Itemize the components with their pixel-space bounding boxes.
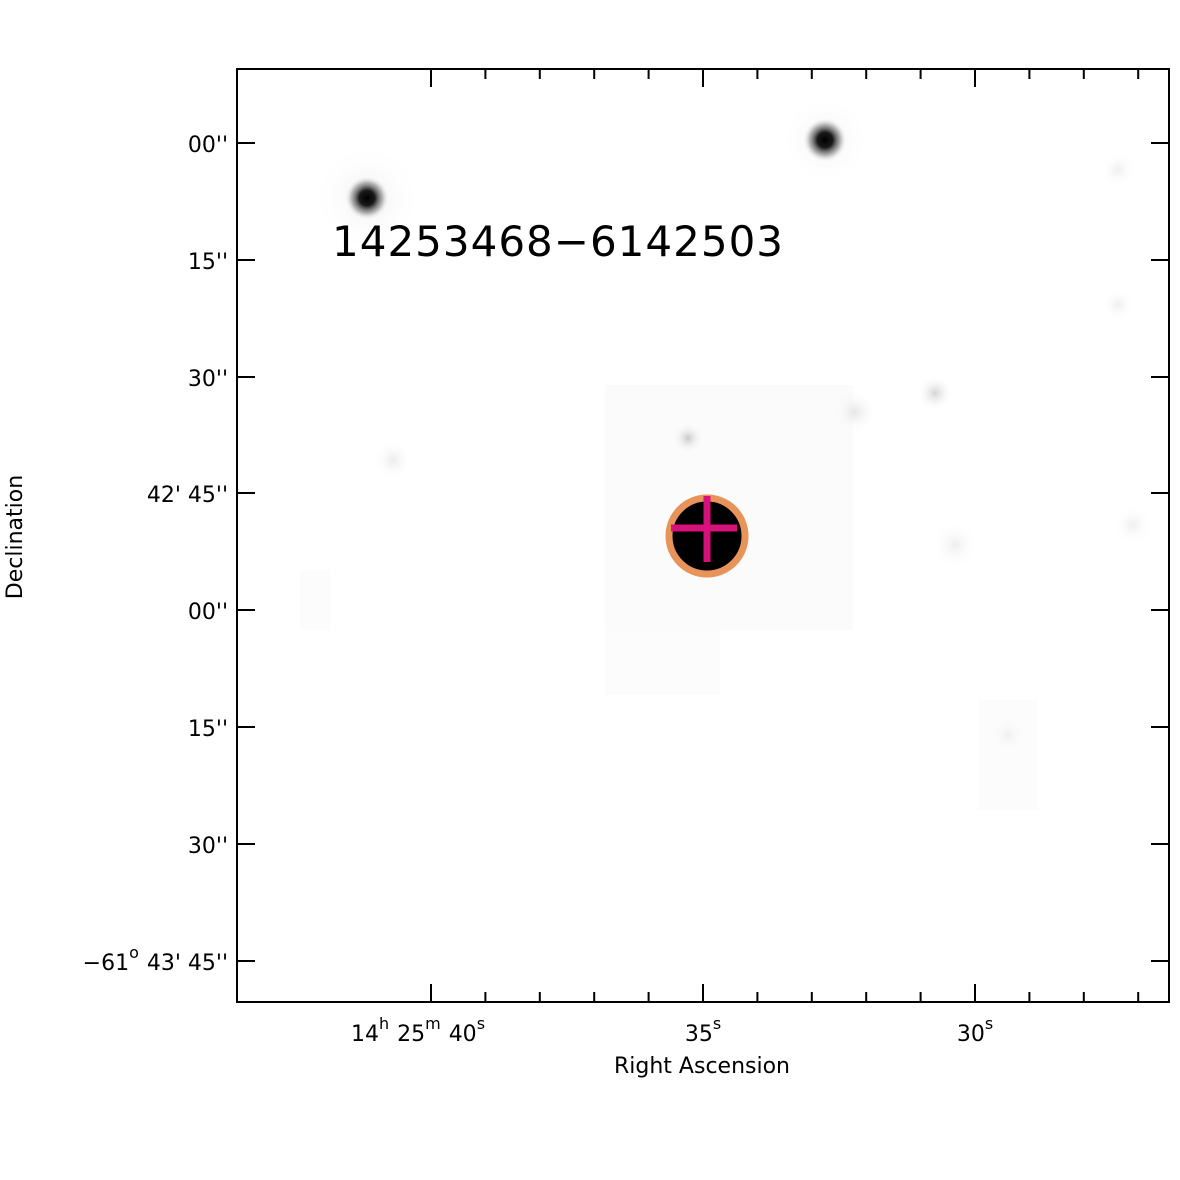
y-tick-labels: 00'' 15'' 30'' 42' 45'' 00'' 15'' 30'' −…	[83, 133, 228, 976]
y-tick-label: 15''	[188, 717, 228, 742]
y-tick-label-last: −61o 43' 45''	[83, 943, 228, 976]
faint-star	[1113, 505, 1153, 545]
y-tick-label: 00''	[188, 133, 228, 158]
sky-image: 14253468−6142503	[237, 69, 1169, 1002]
faint-star	[931, 521, 979, 569]
y-tick-label: 15''	[188, 250, 228, 275]
faint-star	[1100, 152, 1136, 188]
y-tick-label: 42' 45''	[147, 483, 228, 508]
faint-star	[917, 375, 953, 411]
source-id-label: 14253468−6142503	[332, 217, 784, 266]
faint-star	[833, 390, 877, 434]
faint-star	[373, 440, 413, 480]
y-tick-label: 30''	[188, 834, 228, 859]
axis-ticks	[237, 69, 1169, 1002]
star	[803, 118, 847, 162]
x-tick-labels: 14h 25m 40s 35s 30s	[351, 1014, 993, 1047]
faint-star	[672, 422, 704, 454]
image-patch	[605, 630, 720, 695]
x-tick-label: 35s	[685, 1014, 721, 1047]
x-tick-label: 30s	[957, 1014, 993, 1047]
y-tick-label: 00''	[188, 600, 228, 625]
image-patch	[978, 700, 1038, 810]
image-patch	[300, 570, 330, 630]
y-tick-label: 30''	[188, 367, 228, 392]
x-tick-label-first: 14h 25m 40s	[351, 1014, 485, 1047]
y-axis-title: Declination	[3, 475, 28, 599]
faint-star	[1102, 289, 1134, 321]
star	[345, 176, 389, 220]
x-axis-title: Right Ascension	[614, 1054, 790, 1079]
faint-star	[990, 717, 1026, 753]
